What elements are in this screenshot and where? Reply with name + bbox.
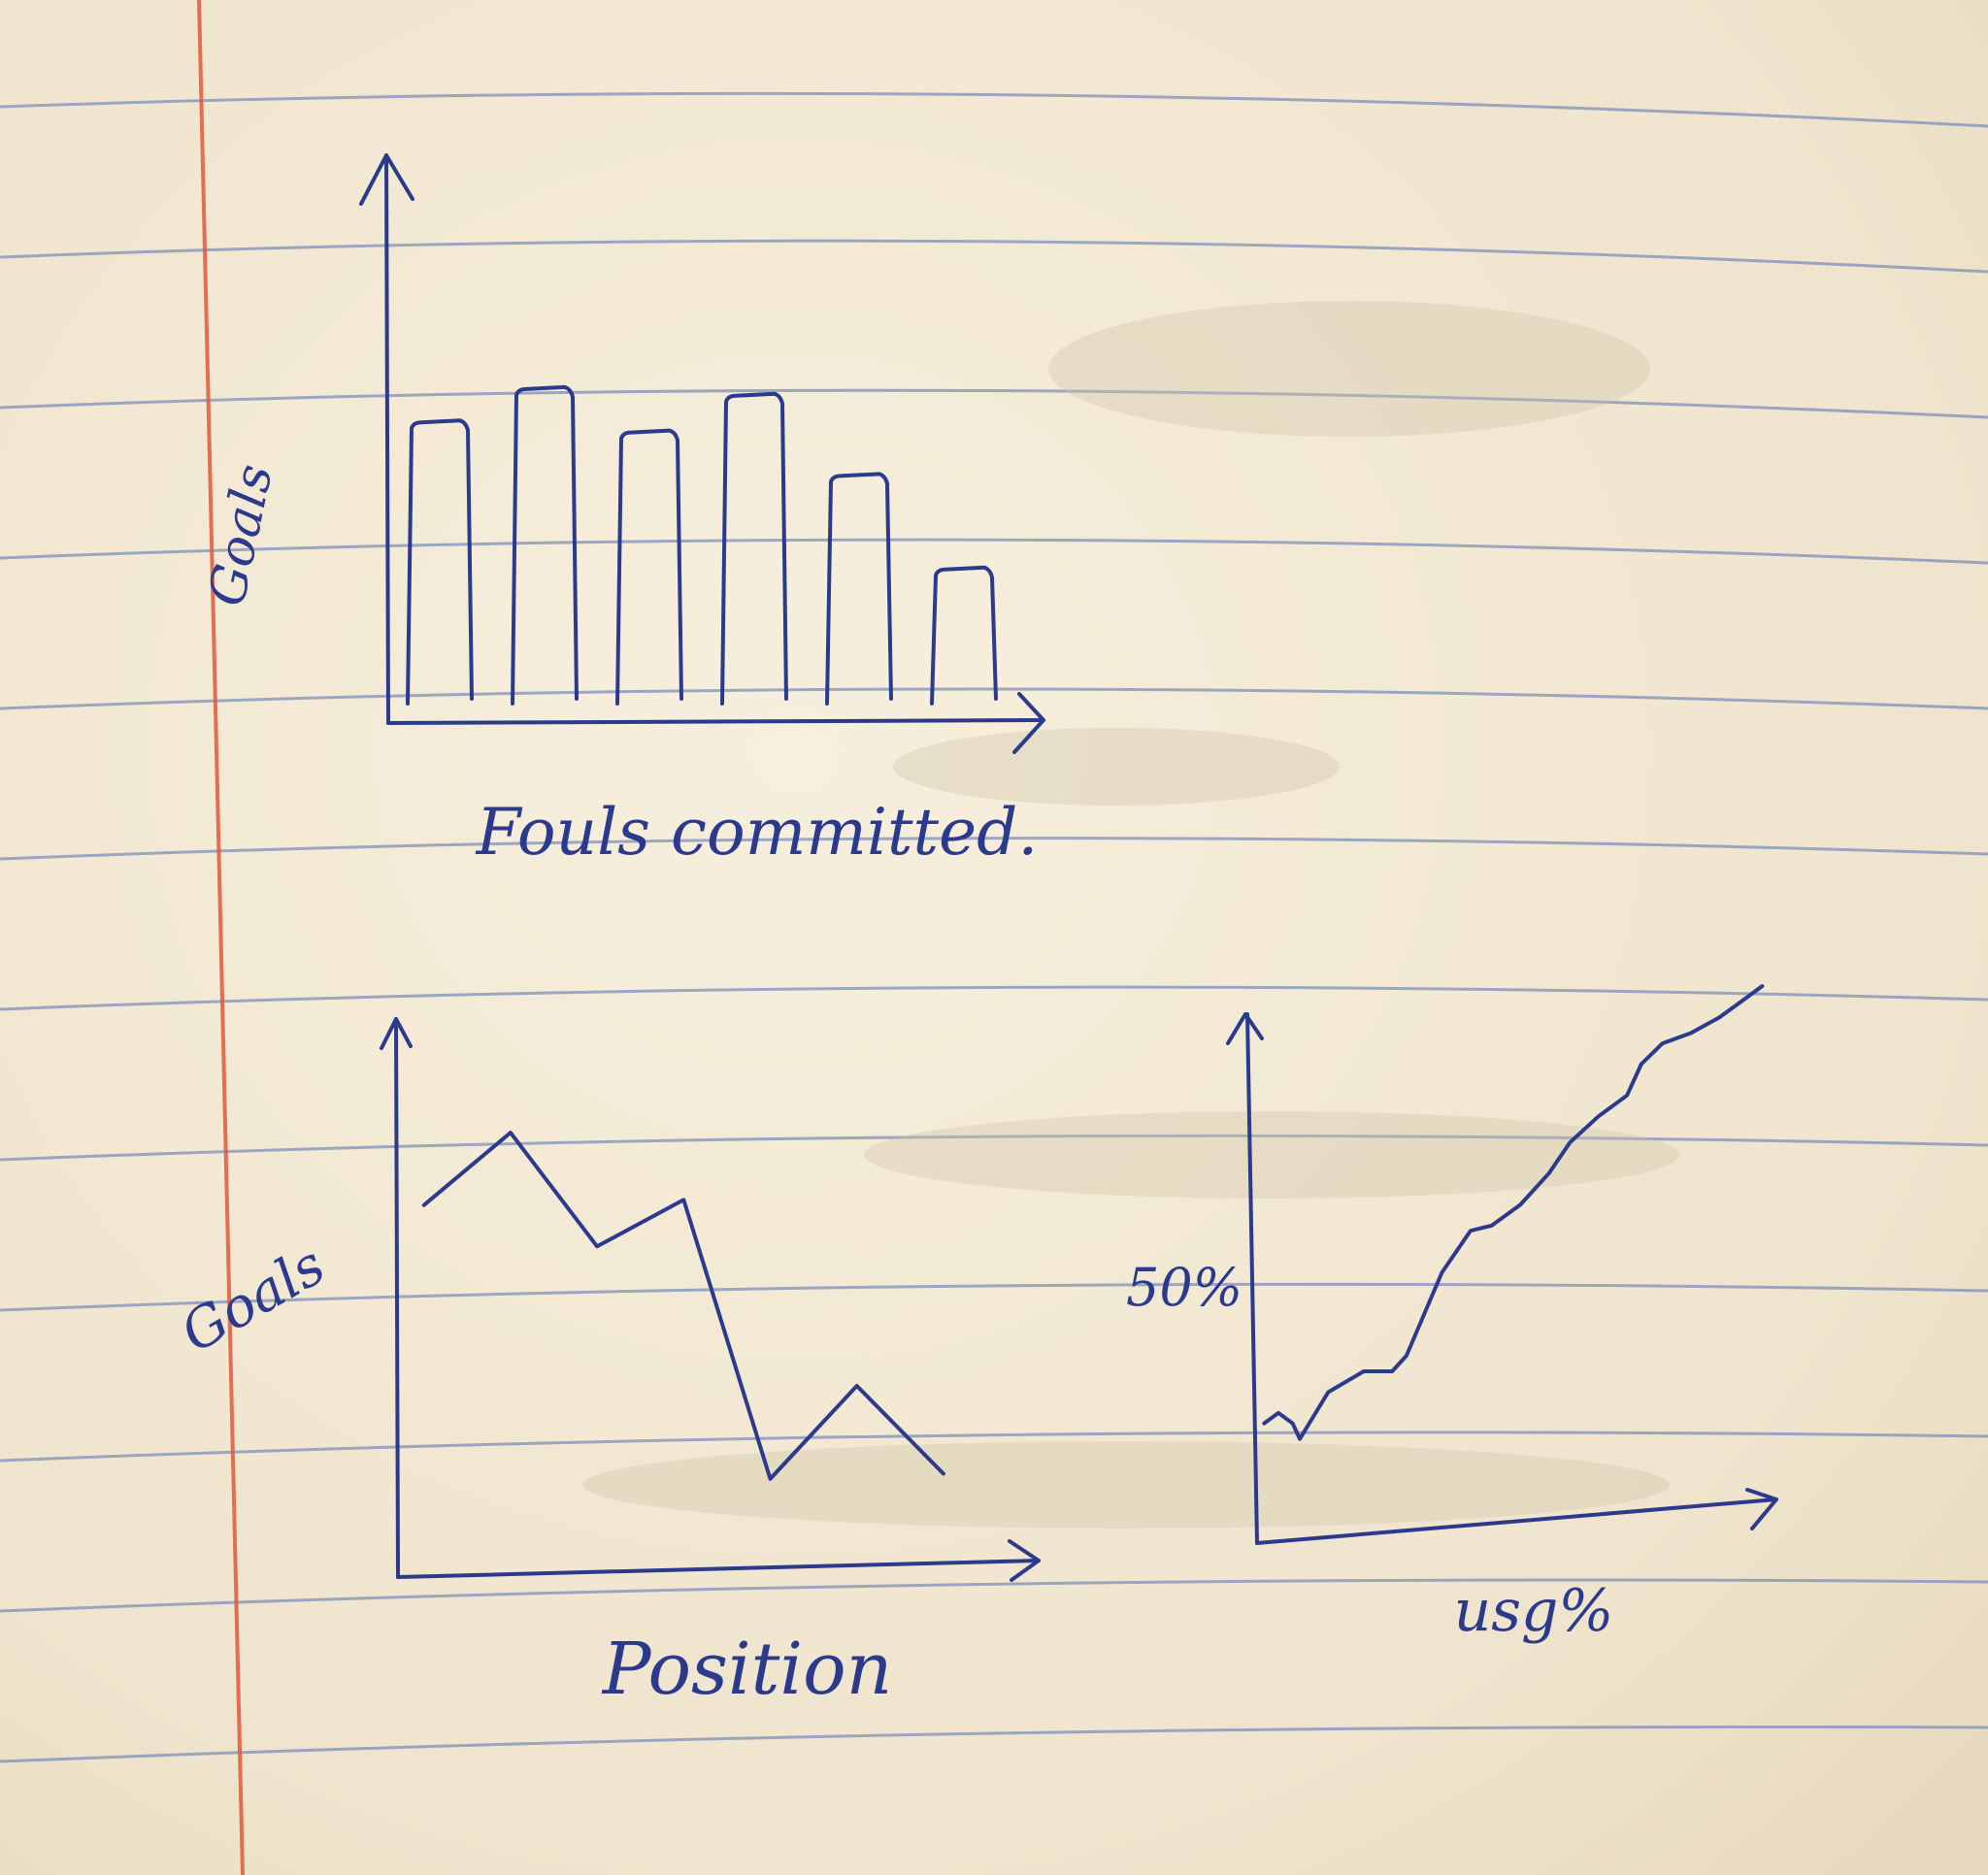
x-axis-label: Position	[601, 1628, 893, 1711]
bar	[615, 428, 683, 706]
x-axis	[1255, 1497, 1778, 1545]
x-axis	[386, 718, 1045, 725]
y-axis-arrow	[1226, 1012, 1264, 1045]
x-axis-arrow	[1012, 692, 1045, 754]
bar	[825, 472, 893, 706]
series-line	[1262, 984, 1765, 1441]
x-axis-label: Fouls committed.	[476, 795, 1039, 870]
x-axis-arrow	[1745, 1488, 1778, 1530]
bar	[720, 391, 788, 706]
y-axis-arrow	[359, 153, 414, 206]
x-axis-label: usg%	[1454, 1577, 1614, 1645]
y-axis-label: Goals	[171, 1234, 336, 1365]
x-axis	[396, 1559, 1041, 1579]
y-tick-label: 50%	[1126, 1257, 1242, 1318]
bar	[930, 565, 998, 706]
chart-position-goals: Goals Position	[171, 1017, 1041, 1711]
bar-group	[406, 384, 998, 706]
y-axis	[394, 1017, 400, 1579]
ruled-lines	[0, 91, 1988, 1763]
series-line	[421, 1131, 945, 1481]
bar	[511, 384, 579, 706]
chart-usg: 50% usg%	[1126, 984, 1778, 1645]
y-axis-arrow	[380, 1017, 413, 1050]
margin-line	[197, 0, 245, 1875]
bleed-through	[582, 301, 1679, 1529]
y-axis	[384, 153, 390, 725]
y-axis	[1245, 1012, 1259, 1545]
x-axis-arrow	[1008, 1539, 1041, 1582]
chart-fouls-goals: Goals Fouls committed.	[198, 153, 1045, 870]
bar	[406, 418, 474, 706]
